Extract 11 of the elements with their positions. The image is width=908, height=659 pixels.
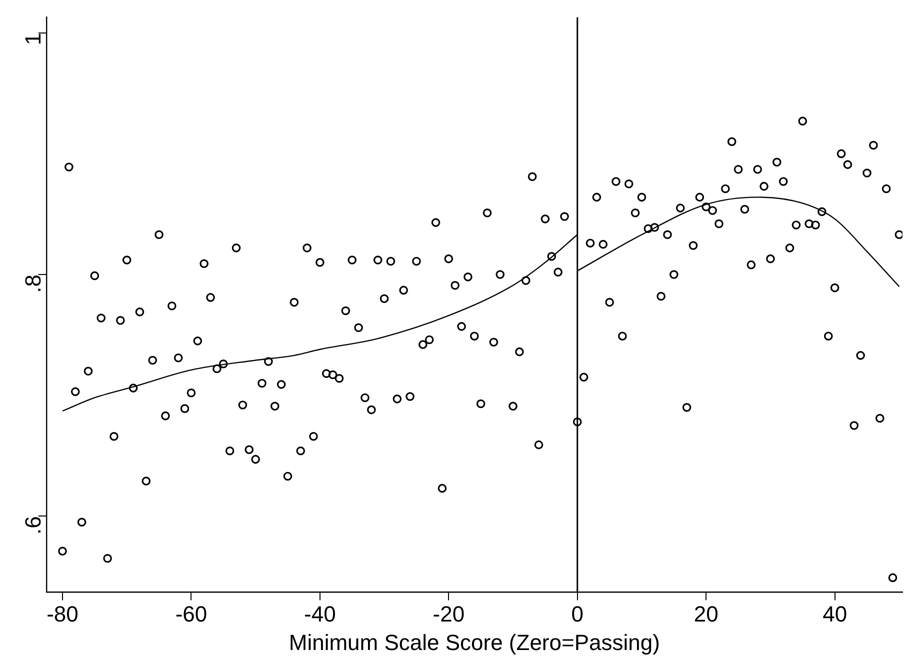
y-tick-label: .6 bbox=[20, 516, 46, 534]
x-tick-label: -80 bbox=[46, 601, 78, 626]
x-tick-label: 40 bbox=[822, 601, 848, 626]
x-tick-label: -60 bbox=[175, 601, 208, 626]
y-tick-label: .8 bbox=[20, 274, 46, 293]
x-tick-label: 20 bbox=[694, 601, 718, 626]
x-tick-label: 0 bbox=[571, 601, 584, 626]
x-tick-label: -20 bbox=[432, 601, 465, 626]
y-tick-label: 1 bbox=[20, 32, 46, 46]
x-tick-label: -40 bbox=[304, 601, 336, 626]
x-axis-title: Minimum Scale Score (Zero=Passing) bbox=[288, 630, 660, 655]
